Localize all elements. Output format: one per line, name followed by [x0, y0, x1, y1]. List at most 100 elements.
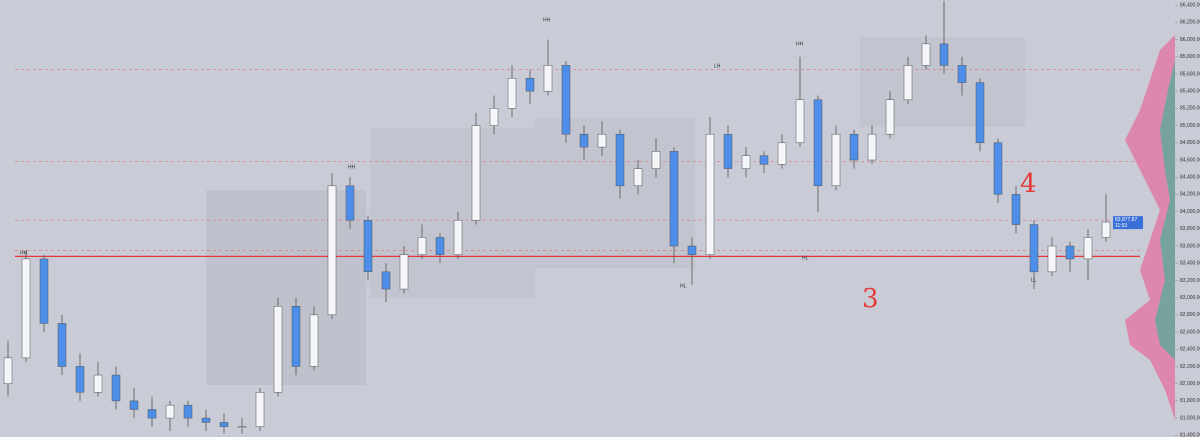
hand-annotation: 4 — [1020, 169, 1037, 199]
candle-body — [579, 133, 589, 148]
candle-body — [1011, 194, 1021, 225]
y-tick-label: 84,400.00 — [1180, 175, 1200, 181]
y-tick-label: 83,000.00 — [1180, 295, 1200, 301]
candle-body — [561, 65, 571, 135]
y-tick-label: 82,600.00 — [1180, 329, 1200, 335]
candle-body — [363, 219, 373, 273]
candle-body — [147, 409, 157, 419]
y-tick-label: 81,800.00 — [1180, 398, 1200, 404]
candle-body — [759, 155, 769, 165]
candle-body — [255, 392, 265, 427]
candle-body — [705, 133, 715, 255]
y-tick-label: 84,000.00 — [1180, 209, 1200, 215]
candle-body — [903, 65, 913, 101]
y-tick-label: 85,200.00 — [1180, 106, 1200, 112]
y-tick-label: 83,200.00 — [1180, 278, 1200, 284]
profile-box — [535, 118, 695, 268]
price-tag-label: 83,877.87 — [1115, 217, 1137, 223]
candle-body — [1047, 245, 1057, 273]
candle-body — [93, 374, 103, 393]
candle-body — [471, 125, 481, 221]
y-tick-label: 81,400.00 — [1180, 433, 1200, 437]
candle-body — [615, 133, 625, 187]
candle-body — [651, 151, 661, 169]
y-tick-label: 82,000.00 — [1180, 381, 1200, 387]
candle-body — [399, 254, 409, 290]
y-tick-label: 84,800.00 — [1180, 140, 1200, 146]
candle-body — [723, 133, 733, 169]
y-tick-label: 83,600.00 — [1180, 243, 1200, 249]
candle-body — [957, 65, 967, 83]
candle-body — [777, 142, 787, 165]
candle-body — [345, 185, 355, 221]
swing-label: HH — [543, 17, 551, 23]
price-axis — [1175, 0, 1200, 437]
candle-body — [489, 108, 499, 126]
candle-body — [1083, 237, 1093, 260]
plot: 81,400.00 81,600.00 81,800.00 82,000.00 82,2… — [3, 0, 1200, 437]
candle-body — [507, 78, 517, 109]
candle-body — [687, 245, 697, 255]
candle-body — [993, 142, 1003, 195]
swing-label: LL — [1031, 277, 1037, 283]
swing-label: LH — [714, 63, 721, 69]
y-tick-label: 86,400.00 — [1180, 2, 1200, 8]
candle-body — [219, 422, 229, 427]
candle-body — [1101, 221, 1111, 238]
swing-label: HH — [348, 164, 356, 170]
candle-body — [633, 168, 643, 187]
candle-body — [75, 366, 85, 393]
candle-body — [885, 99, 895, 135]
candle-body — [831, 133, 841, 187]
candle-body — [867, 133, 877, 161]
candle-body — [111, 374, 121, 402]
y-tick-label: 83,800.00 — [1180, 226, 1200, 232]
swing-label: HL — [680, 283, 687, 289]
candle-body — [921, 43, 931, 66]
candle-body — [975, 82, 985, 144]
hand-annotation: 3 — [862, 284, 879, 314]
y-tick-label: 85,000.00 — [1180, 123, 1200, 129]
y-tick-label: 86,000.00 — [1180, 37, 1200, 43]
y-tick-label: 85,800.00 — [1180, 54, 1200, 60]
profile-box — [206, 190, 366, 385]
candle-body — [525, 78, 535, 92]
candle-body — [381, 271, 391, 290]
swing-label: HH — [20, 250, 28, 256]
candle-body — [237, 426, 247, 428]
candle-body — [849, 133, 859, 161]
candle-body — [543, 65, 553, 92]
candle-body — [21, 258, 31, 359]
candle-body — [165, 404, 175, 419]
candle-body — [129, 400, 139, 410]
y-tick-label: 82,800.00 — [1180, 312, 1200, 318]
y-tick-label: 84,200.00 — [1180, 192, 1200, 198]
y-tick-label: 82,400.00 — [1180, 347, 1200, 353]
y-tick-label: 84,600.00 — [1180, 157, 1200, 163]
y-tick-label: 85,400.00 — [1180, 89, 1200, 95]
y-tick-label: 86,200.00 — [1180, 20, 1200, 26]
candle-body — [327, 185, 337, 316]
candle-body — [1065, 245, 1075, 260]
candle-body — [1029, 224, 1039, 273]
candle-body — [309, 314, 319, 367]
y-tick-label: 82,200.00 — [1180, 364, 1200, 370]
candle-body — [435, 237, 445, 255]
swing-label: HH — [796, 41, 804, 47]
y-tick-label: 83,400.00 — [1180, 261, 1200, 267]
candle-body — [597, 133, 607, 148]
candle-body — [939, 43, 949, 66]
candle-body — [453, 219, 463, 255]
candle-body — [183, 404, 193, 419]
volume-profile — [1155, 60, 1175, 360]
countdown: 11:53 — [1115, 223, 1127, 229]
swing-label: HL — [802, 255, 809, 261]
candle-body — [669, 151, 679, 247]
candle-body — [813, 99, 823, 187]
candle-body — [291, 305, 301, 367]
candle-body — [795, 99, 805, 144]
candle-body — [57, 323, 67, 367]
candle-body — [273, 305, 283, 393]
profile-box — [370, 128, 535, 298]
